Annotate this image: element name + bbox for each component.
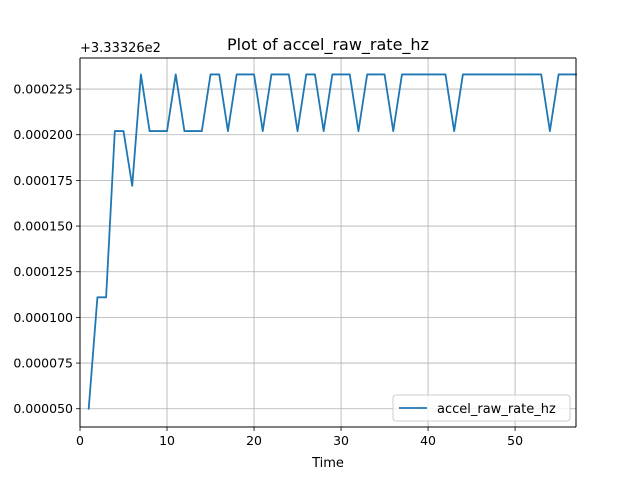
data-point: [566, 74, 568, 76]
legend: accel_raw_rate_hz: [392, 394, 571, 422]
data-point: [123, 130, 125, 132]
data-point: [427, 74, 429, 76]
data-point: [410, 74, 412, 76]
data-point: [218, 74, 220, 76]
x-tick-label: 40: [420, 433, 436, 448]
data-point: [549, 130, 551, 132]
x-tick-label: 50: [507, 433, 523, 448]
data-point: [175, 74, 177, 76]
data-point: [244, 74, 246, 76]
grid-lines: [79, 58, 576, 427]
data-point: [366, 74, 368, 76]
data-point: [340, 74, 342, 76]
x-tick-label: 30: [333, 433, 349, 448]
data-point: [445, 74, 447, 76]
data-point: [462, 74, 464, 76]
data-point: [349, 74, 351, 76]
data-point: [558, 74, 560, 76]
y-tick-label: 0.000150: [13, 219, 73, 234]
data-point: [305, 74, 307, 76]
data-point: [331, 74, 333, 76]
data-point: [358, 130, 360, 132]
data-point: [523, 74, 525, 76]
data-point: [532, 74, 534, 76]
data-point: [210, 74, 212, 76]
y-tick-label: 0.000100: [13, 310, 73, 325]
legend-box: [392, 394, 571, 422]
data-point: [497, 74, 499, 76]
y-tick-label: 0.000075: [13, 356, 73, 371]
data-point: [514, 74, 516, 76]
data-point: [140, 74, 142, 76]
data-point: [157, 130, 159, 132]
legend-label: accel_raw_rate_hz: [437, 402, 556, 417]
data-point: [471, 74, 473, 76]
y-axis-ticks: 0.000050 0.000075 0.000100 0.000125 0.000150…: [13, 82, 80, 416]
y-tick-label: 0.000200: [13, 127, 73, 142]
data-point: [479, 74, 481, 76]
x-tick-label: 0: [76, 433, 84, 448]
data-point: [236, 74, 238, 76]
y-tick-label: 0.000225: [13, 82, 73, 97]
plot-frame: [79, 57, 577, 428]
data-point: [184, 130, 186, 132]
data-point: [297, 130, 299, 132]
plot-area: [80, 58, 576, 427]
data-point: [288, 74, 290, 76]
data-point: [401, 74, 403, 76]
x-axis-label: Time: [311, 456, 344, 471]
y-offset-label: +3.33326e2: [80, 41, 161, 56]
x-tick-label: 20: [246, 433, 262, 448]
chart-title: Plot of accel_raw_rate_hz: [227, 35, 429, 55]
data-point: [392, 130, 394, 132]
y-tick-label: 0.000125: [13, 264, 73, 279]
data-point: [505, 74, 507, 76]
data-point: [253, 74, 255, 76]
x-tick-label: 10: [159, 433, 175, 448]
y-tick-label: 0.000175: [13, 173, 73, 188]
series-line: [87, 73, 577, 410]
data-point: [166, 130, 168, 132]
data-point: [105, 296, 107, 298]
data-point: [131, 185, 133, 187]
x-axis-ticks: 0 10 20 30 40 50: [76, 427, 523, 448]
data-point: [418, 74, 420, 76]
data-point: [384, 74, 386, 76]
data-point: [453, 130, 455, 132]
series-layer: [87, 73, 577, 410]
data-point: [279, 74, 281, 76]
data-point: [114, 130, 116, 132]
data-point: [271, 74, 273, 76]
y-tick-label: 0.000050: [13, 401, 73, 416]
data-point: [192, 130, 194, 132]
data-point: [323, 130, 325, 132]
data-point: [540, 74, 542, 76]
data-point: [201, 130, 203, 132]
data-point: [488, 74, 490, 76]
data-point: [375, 74, 377, 76]
data-point: [262, 130, 264, 132]
data-point: [436, 74, 438, 76]
data-point: [97, 296, 99, 298]
data-point: [227, 130, 229, 132]
data-point: [149, 130, 151, 132]
data-point: [314, 74, 316, 76]
data-point: [88, 408, 90, 410]
